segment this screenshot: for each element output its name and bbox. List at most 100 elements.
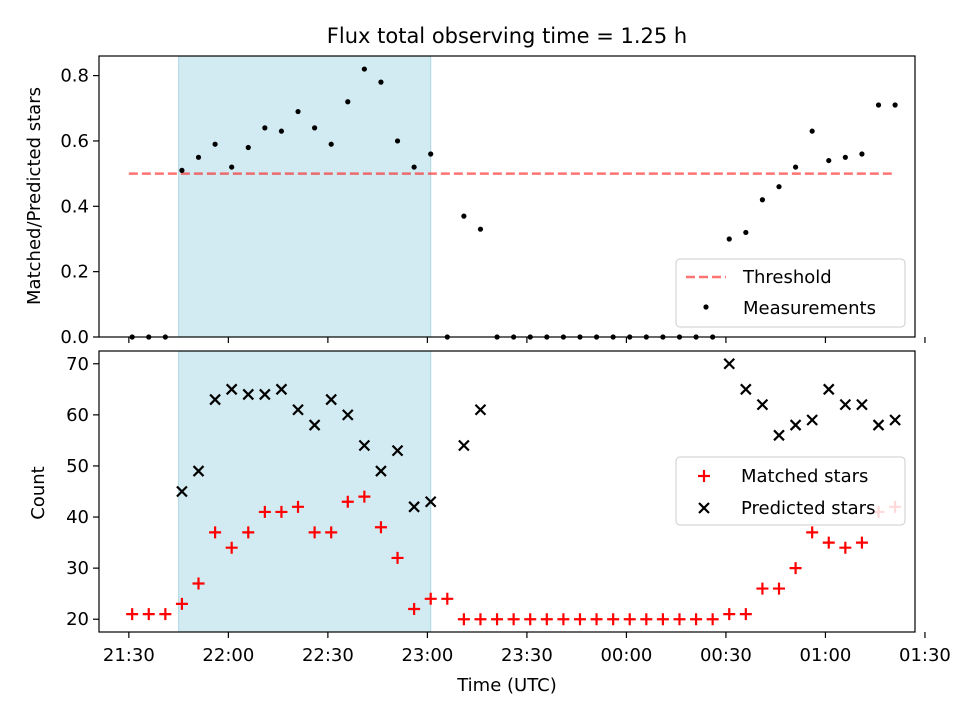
measurement-point: [792, 164, 799, 170]
predicted-star-marker: [756, 398, 769, 411]
matched-star-marker: [308, 526, 321, 539]
matched-star-marker: [325, 526, 338, 539]
matched-star-marker: [590, 613, 603, 626]
measurement-point: [361, 66, 367, 72]
measurements-legend-label: Measurements: [743, 298, 876, 319]
matched-star-marker: [242, 526, 255, 539]
ratio-panel: 0.00.20.40.60.8 Matched/Predicted stars …: [24, 55, 926, 348]
measurements-legend-swatch: [703, 304, 709, 310]
ratio-y-tick-label: 0.2: [60, 262, 89, 283]
measurement-point: [461, 213, 467, 219]
matched-star-marker: [623, 613, 636, 626]
time-x-tick-label: 01:00: [800, 645, 852, 666]
time-x-tick-label: 01:30: [899, 645, 951, 666]
predicted-star-marker: [242, 388, 255, 401]
predicted-star-marker: [773, 429, 785, 442]
predicted-star-marker: [889, 414, 901, 426]
matched-star-marker: [474, 613, 487, 626]
predicted-star-marker: [789, 419, 802, 431]
predicted-star-marker: [225, 383, 238, 396]
time-x-tick-label: 00:30: [700, 645, 752, 666]
matched-star-marker: [723, 608, 736, 621]
predicted-star-marker: [358, 439, 371, 452]
measurement-point: [278, 128, 285, 134]
measurement-point: [759, 197, 766, 203]
measurement-point: [295, 108, 301, 115]
predicted-star-marker: [408, 501, 420, 513]
matched-star-marker: [557, 613, 570, 626]
count-y-tick-label: 50: [66, 456, 89, 477]
predicted-star-marker: [740, 383, 752, 396]
time-x-tick-label: 21:30: [103, 645, 155, 666]
matched-star-marker: [209, 526, 222, 539]
measurement-point: [262, 125, 268, 131]
matched-star-marker: [258, 505, 271, 518]
matched-star-marker: [607, 613, 620, 626]
count-y-tick-label: 40: [66, 507, 89, 528]
predicted-star-marker: [259, 388, 271, 401]
ratio-y-tick-label: 0.0: [60, 327, 89, 348]
measurement-point: [477, 226, 484, 232]
matched-star-marker: [656, 613, 669, 626]
matched-star-marker: [789, 562, 802, 575]
measurement-point: [726, 236, 732, 242]
matched-star-marker: [441, 592, 454, 605]
threshold-legend-label: Threshold: [742, 267, 832, 288]
measurement-point: [179, 167, 185, 173]
measurement-point: [245, 144, 251, 151]
predicted-legend-swatch: [698, 502, 710, 514]
matched-star-marker: [142, 608, 155, 621]
matched-star-marker: [855, 536, 868, 549]
measurement-point: [826, 157, 832, 164]
count-plot-frame: [98, 350, 916, 633]
matched-star-marker: [225, 541, 238, 554]
matched-star-marker: [806, 526, 819, 539]
matched-star-marker: [358, 490, 371, 503]
matched-star-marker: [341, 495, 354, 508]
predicted-star-marker: [723, 357, 736, 370]
matched-star-marker: [524, 613, 537, 626]
measurement-point: [842, 154, 848, 160]
predicted-star-marker: [209, 393, 221, 406]
measurement-point: [875, 102, 882, 108]
measurement-point: [411, 164, 417, 170]
time-x-tick-label: 23:30: [501, 645, 553, 666]
measurement-point: [195, 154, 202, 160]
count-y-tick-label: 60: [66, 405, 89, 426]
time-x-tick-label: 00:00: [600, 645, 652, 666]
predicted-star-marker: [391, 444, 404, 457]
predicted-star-marker: [872, 419, 885, 431]
count-y-tick-label: 20: [66, 609, 89, 630]
time-x-tick-label: 22:00: [202, 645, 254, 666]
matched-star-marker: [640, 613, 653, 626]
count-y-tick-label: 30: [66, 558, 89, 579]
ratio-y-tick-label: 0.4: [60, 196, 89, 217]
predicted-star-marker: [325, 393, 337, 406]
matched-star-marker: [424, 592, 437, 605]
count-y-axis-label: Count: [28, 466, 49, 519]
matched-star-marker: [773, 582, 785, 595]
matched-star-marker: [292, 500, 305, 513]
time-x-tick-label: 22:30: [302, 645, 354, 666]
matched-star-marker: [457, 613, 470, 626]
ratio-legend: Threshold Measurements: [675, 258, 906, 328]
matched-star-marker: [491, 613, 504, 626]
measurement-point: [892, 102, 898, 108]
predicted-star-marker: [839, 398, 852, 411]
matched-star-marker: [159, 608, 172, 621]
matched-legend-swatch: [698, 470, 710, 482]
matched-star-marker: [126, 608, 139, 621]
matched-star-marker: [739, 608, 752, 621]
ratio-y-tick-label: 0.8: [60, 66, 89, 87]
predicted-star-marker: [375, 465, 387, 477]
predicted-star-marker: [822, 383, 835, 396]
measurement-point: [345, 99, 351, 105]
matched-star-marker: [690, 613, 703, 626]
chart-title: Flux total observing time = 1.25 h: [327, 24, 687, 48]
measurement-point: [328, 141, 334, 147]
ratio-plot-frame: [98, 55, 916, 338]
measurement-point: [809, 128, 815, 134]
predicted-star-marker: [474, 403, 487, 416]
matched-legend-label: Matched stars: [741, 466, 868, 487]
